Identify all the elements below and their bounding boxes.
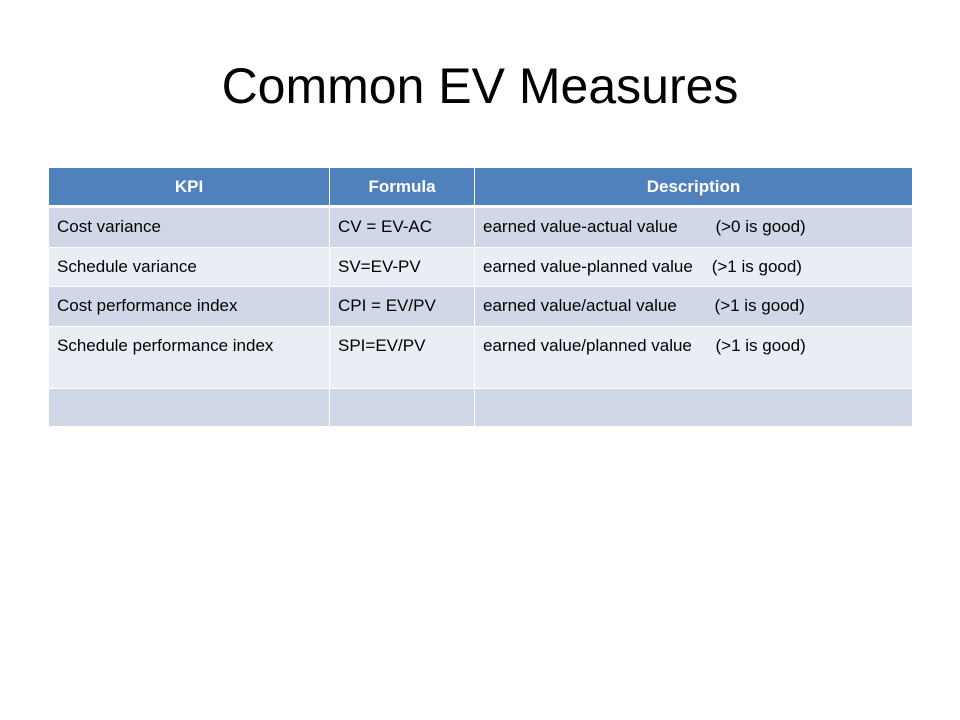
table-row: Schedule performance index SPI=EV/PV ear… <box>48 325 913 389</box>
kpi-cell: Schedule variance <box>48 246 330 288</box>
header-formula: Formula <box>329 167 475 208</box>
header-description: Description <box>474 167 913 208</box>
kpi-cell: Schedule performance index <box>48 325 330 389</box>
table-header-row: KPI Formula Description <box>48 167 913 208</box>
table-row: Schedule variance SV=EV-PV earned value-… <box>48 246 913 288</box>
header-kpi: KPI <box>48 167 330 208</box>
description-cell: earned value/actual value (>1 is good) <box>474 286 913 327</box>
table-row: Cost performance index CPI = EV/PV earne… <box>48 286 913 327</box>
description-cell: earned value-planned value (>1 is good) <box>474 246 913 288</box>
description-cell: earned value-actual value (>0 is good) <box>474 206 913 248</box>
kpi-cell <box>48 387 330 427</box>
formula-cell <box>329 387 475 427</box>
slide-title: Common EV Measures <box>221 58 739 114</box>
formula-cell: CPI = EV/PV <box>329 286 475 327</box>
formula-cell: SV=EV-PV <box>329 246 475 288</box>
table-row: Cost variance CV = EV-AC earned value-ac… <box>48 206 913 248</box>
formula-cell: CV = EV-AC <box>329 206 475 248</box>
description-cell <box>474 387 913 427</box>
description-cell: earned value/planned value (>1 is good) <box>474 325 913 389</box>
formula-cell: SPI=EV/PV <box>329 325 475 389</box>
kpi-table: KPI Formula Description Cost variance CV… <box>48 167 913 427</box>
table-row-empty <box>48 387 913 427</box>
kpi-cell: Cost variance <box>48 206 330 248</box>
kpi-cell: Cost performance index <box>48 286 330 327</box>
